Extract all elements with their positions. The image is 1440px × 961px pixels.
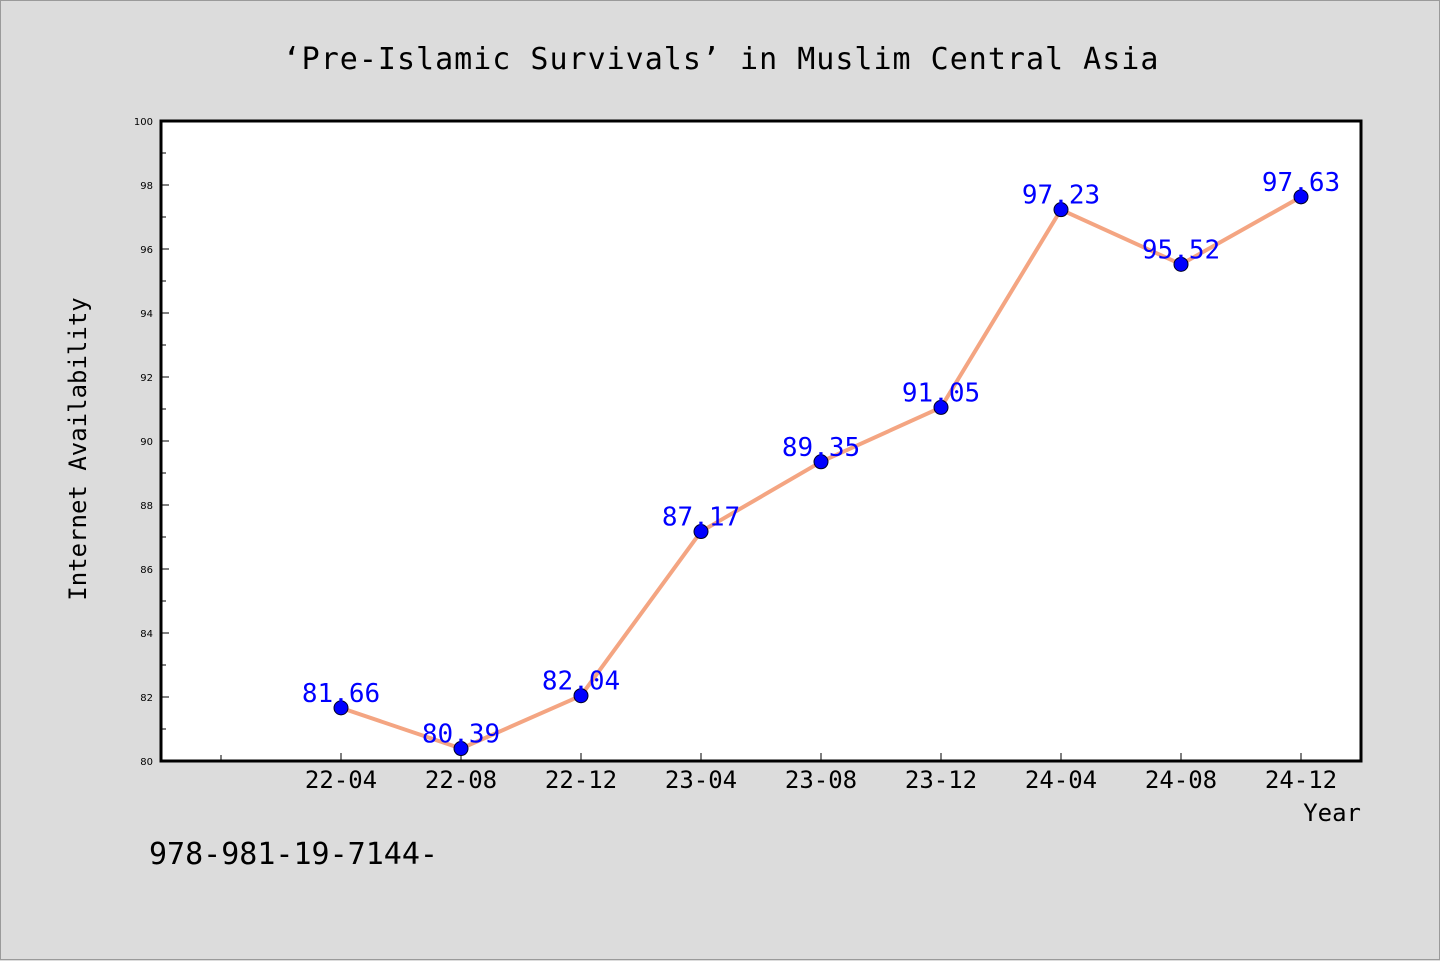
chart-title: ‘Pre-Islamic Survivals’ in Muslim Centra… [283, 42, 1160, 77]
data-label: 82.04 [542, 667, 620, 697]
x-tick-label: 23-04 [665, 766, 737, 794]
y-tick-label: 90 [140, 437, 153, 448]
y-tick-label: 92 [140, 373, 153, 384]
data-point-marker [573, 688, 589, 704]
y-axis-title: Internet Availability [64, 297, 92, 600]
data-label: 91.05 [902, 378, 980, 408]
x-tick-label: 24-04 [1025, 766, 1097, 794]
data-point-marker [1293, 189, 1309, 205]
data-label: 89.35 [782, 433, 860, 463]
y-tick-label: 88 [140, 501, 153, 512]
plot-area [159, 119, 1363, 763]
x-axis: 22-04 22-08 22-12 23-04 23-08 23-12 24-04 24-08… [220, 753, 1337, 794]
x-tick-label: 24-08 [1145, 766, 1217, 794]
data-label: 81.66 [302, 679, 380, 709]
x-tick-label: 22-08 [425, 766, 497, 794]
data-point-marker [933, 399, 949, 415]
x-tick-label: 23-08 [785, 766, 857, 794]
y-tick-label: 82 [140, 693, 153, 704]
x-tick-label: 22-12 [545, 766, 617, 794]
x-tick-label: 23-12 [905, 766, 977, 794]
x-axis-title: Year [1303, 799, 1361, 827]
data-label: 95.52 [1142, 235, 1220, 265]
x-tick-label: 22-04 [305, 766, 377, 794]
y-axis: 80 82 84 86 88 90 92 94 96 98 100 [134, 117, 169, 768]
data-point-marker [1053, 202, 1069, 218]
data-point-marker [813, 454, 829, 470]
data-point-marker [693, 524, 709, 540]
data-point-marker [453, 741, 469, 757]
series-layer [333, 189, 1309, 757]
y-tick-label: 98 [140, 181, 153, 192]
x-tick-label: 24-12 [1265, 766, 1337, 794]
footnote-text: 978-981-19-7144- [149, 837, 438, 872]
y-tick-label: 100 [134, 117, 153, 128]
y-tick-label: 80 [140, 757, 153, 768]
data-label: 80.39 [422, 720, 500, 750]
y-tick-label: 86 [140, 565, 153, 576]
data-point-marker [1173, 256, 1189, 272]
y-tick-label: 94 [140, 309, 153, 320]
data-labels-layer: 81.66 80.39 82.04 87.17 89.35 91.05 97.23 95.52… [302, 168, 1340, 750]
y-tick-label: 96 [140, 245, 153, 256]
data-label: 97.23 [1022, 181, 1100, 211]
data-point-marker [333, 700, 349, 716]
data-label: 97.63 [1262, 168, 1340, 198]
y-tick-label: 84 [140, 629, 153, 640]
data-label: 87.17 [662, 503, 740, 533]
